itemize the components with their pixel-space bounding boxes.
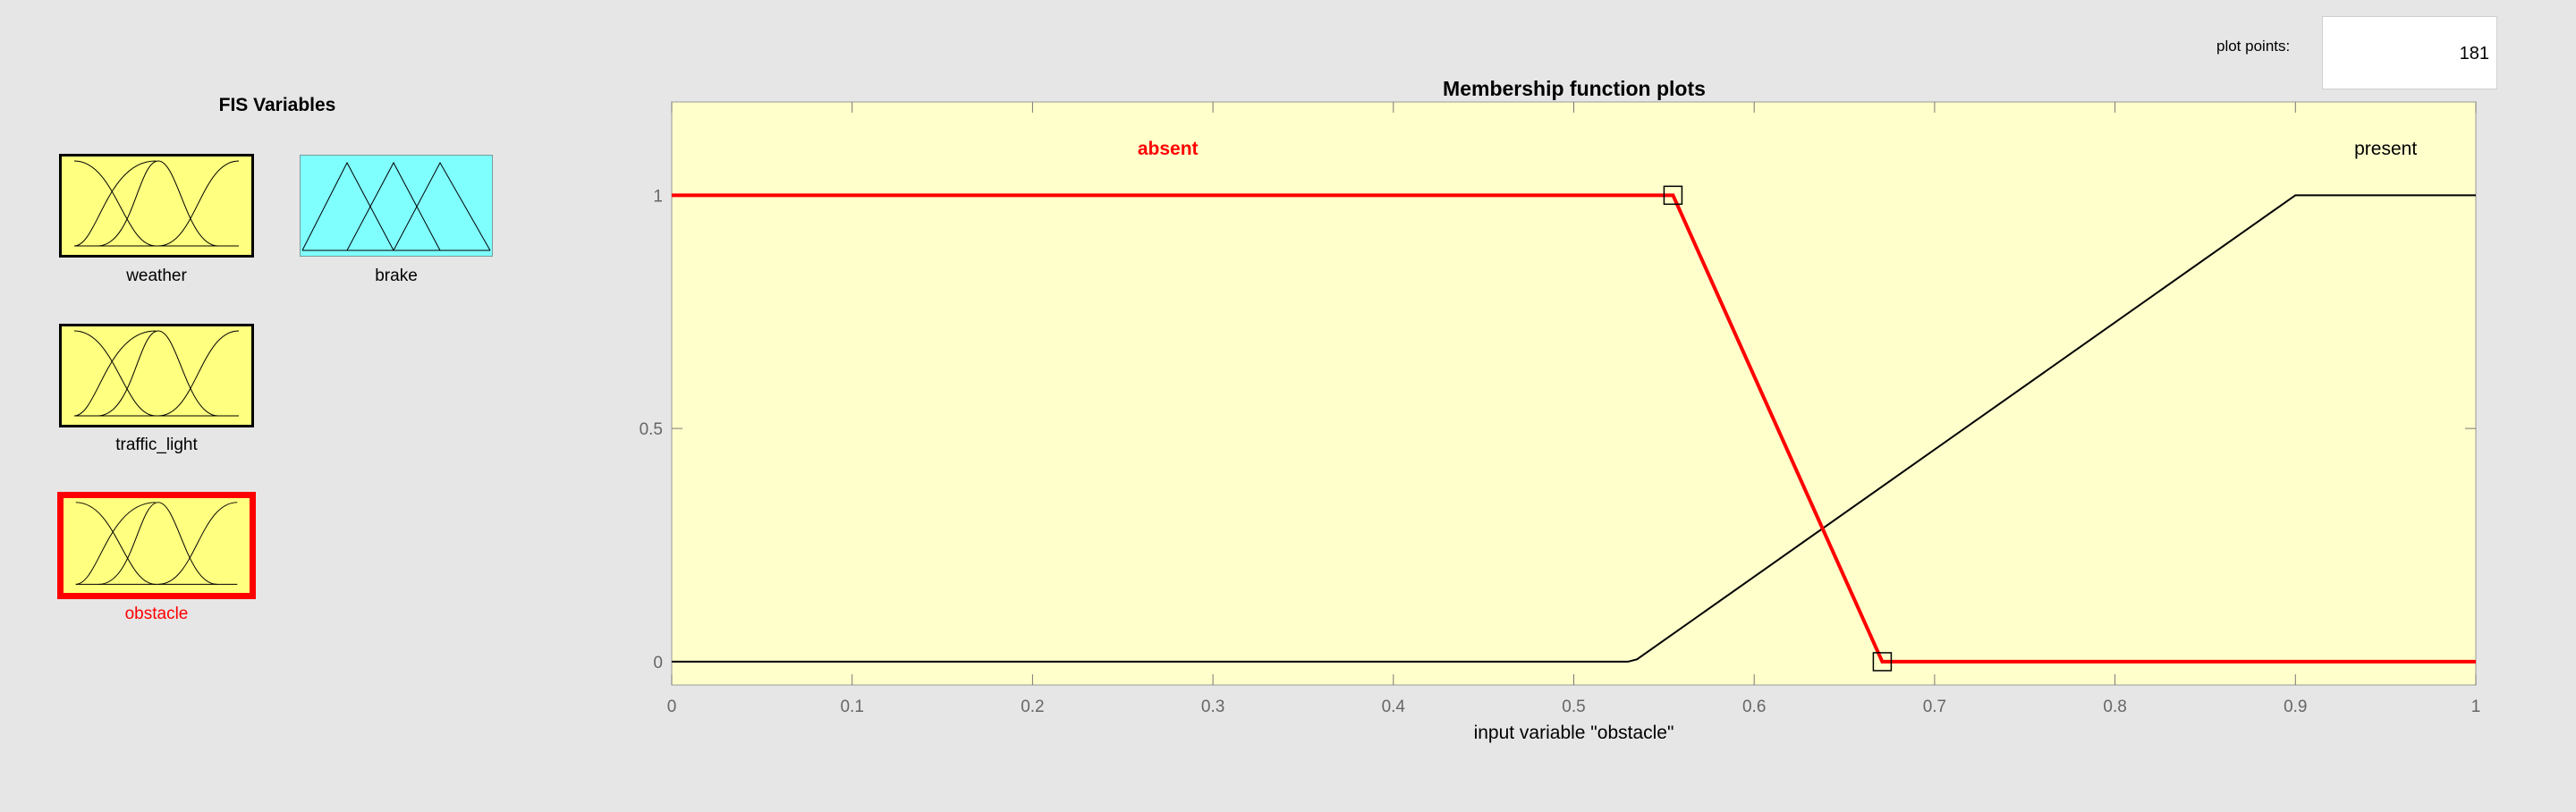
fis-variables-title: FIS Variables <box>218 95 336 115</box>
variable-obstacle-box[interactable] <box>57 492 256 599</box>
gaussian-mf-icon <box>73 160 240 247</box>
mf-drag-handle[interactable] <box>1663 185 1683 206</box>
x-tick-label: 0 <box>667 698 677 716</box>
variable-brake-label: brake <box>375 266 418 285</box>
variable-weather-box[interactable] <box>59 154 254 258</box>
x-tick-label: 1 <box>2471 698 2481 716</box>
variable-traffic-light-box[interactable] <box>59 324 254 427</box>
mf-line-absent[interactable] <box>672 193 2476 664</box>
gaussian-mf-icon <box>75 502 238 585</box>
variable-brake-box[interactable] <box>300 155 493 257</box>
y-tick-label: 0 <box>653 654 663 672</box>
plot-points-input[interactable]: 181 <box>2322 16 2497 89</box>
triangular-mf-icon <box>301 161 491 251</box>
mf-label-present[interactable]: present <box>2354 139 2417 159</box>
y-tick-label: 0.5 <box>640 420 663 439</box>
gaussian-mf-icon <box>73 330 240 417</box>
variable-obstacle-label: obstacle <box>124 605 189 623</box>
mf-label-absent[interactable]: absent <box>1138 139 1199 159</box>
plot-area <box>671 101 2477 686</box>
plot-title: Membership function plots <box>1443 77 1706 100</box>
variable-traffic-light-label: traffic_light <box>115 436 198 454</box>
y-tick-label: 1 <box>653 187 663 206</box>
x-tick-label: 0.5 <box>1562 698 1585 716</box>
x-tick-label: 0.7 <box>1923 698 1946 716</box>
x-tick-label: 0.8 <box>2103 698 2126 716</box>
variable-weather-label: weather <box>126 266 187 285</box>
x-tick-label: 0.4 <box>1382 698 1406 716</box>
x-tick-label: 0.6 <box>1742 698 1766 716</box>
mf-drag-handle[interactable] <box>1872 652 1893 672</box>
x-tick-label: 0.1 <box>840 698 863 716</box>
x-tick-label: 0.2 <box>1021 698 1044 716</box>
x-tick-label: 0.9 <box>2284 698 2307 716</box>
x-tick-label: 0.3 <box>1201 698 1224 716</box>
x-axis-label: input variable "obstacle" <box>1474 723 1674 743</box>
plot-points-label: plot points: <box>2216 38 2291 55</box>
mf-line-present[interactable] <box>672 194 2476 663</box>
